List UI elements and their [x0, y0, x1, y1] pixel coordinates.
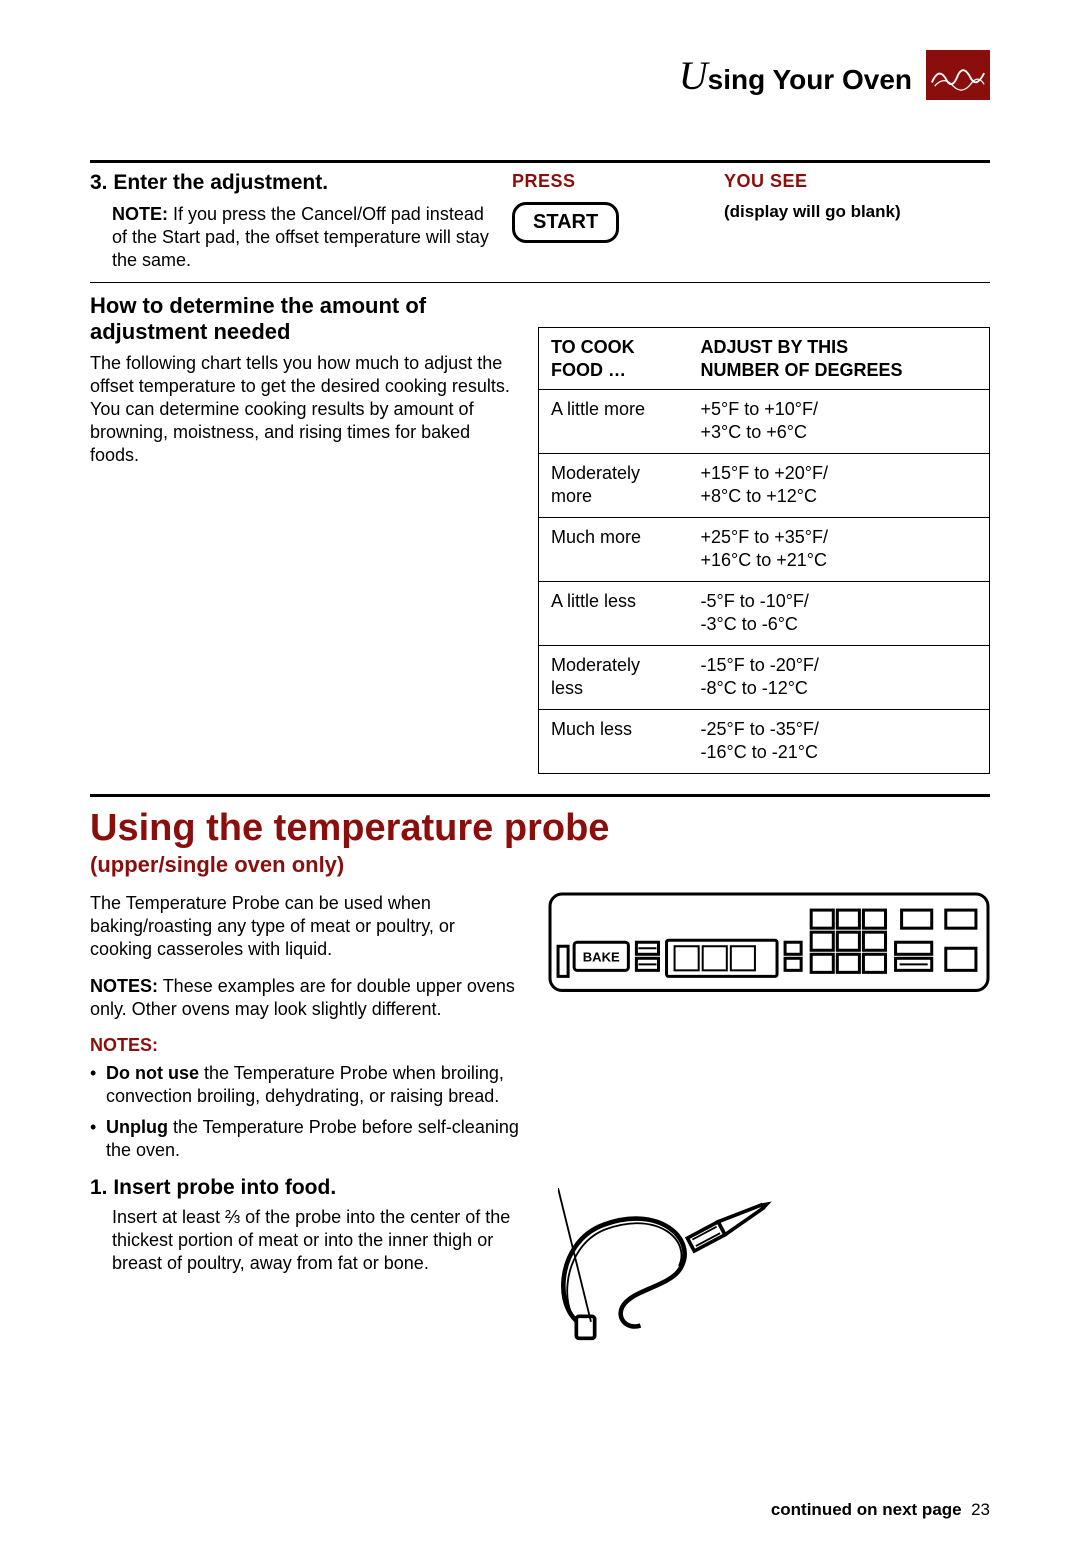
table-cell-adjust: -5°F to -10°F/-3°C to -6°C — [689, 582, 990, 646]
probe-bullets: Do not use the Temperature Probe when br… — [90, 1062, 520, 1162]
page-title-scriptletter: U — [679, 53, 708, 98]
probe-step1-heading: 1. Insert probe into food. — [90, 1176, 520, 1200]
table-row: Moderately less-15°F to -20°F/-8°C to -1… — [539, 646, 990, 710]
probe-bullet-1: Do not use the Temperature Probe when br… — [90, 1062, 520, 1108]
table-cell-food: A little less — [539, 582, 689, 646]
probe-heading: Using the temperature probe — [90, 807, 990, 850]
table-cell-food: A little more — [539, 390, 689, 454]
rule-mid1 — [90, 282, 990, 283]
section-enter-adjustment: 3. Enter the adjustment. NOTE: If you pr… — [90, 171, 990, 272]
page-title: Using Your Oven — [679, 52, 912, 99]
page-title-rest: sing Your Oven — [708, 64, 912, 95]
yousee-label: YOU SEE — [724, 171, 990, 192]
probe-paragraph2: NOTES: These examples are for double upp… — [90, 975, 520, 1021]
adjustment-table-head1: TO COOK FOOD … — [539, 328, 689, 390]
page-footer: continued on next page 23 — [771, 1500, 990, 1520]
panel-bars-icon — [636, 942, 658, 970]
table-cell-adjust: +15°F to +20°F/+8°C to +12°C — [689, 454, 990, 518]
probe-step1-body: Insert at least ⅔ of the probe into the … — [90, 1206, 520, 1275]
step3-note: NOTE: If you press the Cancel/Off pad in… — [90, 203, 490, 272]
table-cell-adjust: +25°F to +35°F/+16°C to +21°C — [689, 518, 990, 582]
footer-pagenum: 23 — [971, 1500, 990, 1519]
probe-subheading: (upper/single oven only) — [90, 852, 990, 878]
section-adjustment-chart: How to determine the amount of adjustmen… — [90, 293, 990, 774]
brand-logo — [926, 50, 990, 100]
table-cell-adjust: -15°F to -20°F/-8°C to -12°C — [689, 646, 990, 710]
table-row: Much less-25°F to -35°F/-16°C to -21°C — [539, 710, 990, 774]
probe-section: The Temperature Probe can be used when b… — [90, 892, 990, 1348]
step3-heading: 3. Enter the adjustment. — [90, 171, 490, 195]
footer-continued: continued on next page — [771, 1500, 962, 1519]
adjustment-table: TO COOK FOOD … ADJUST BY THIS NUMBER OF … — [538, 327, 990, 774]
table-row: Much more+25°F to +35°F/+16°C to +21°C — [539, 518, 990, 582]
adjustment-paragraph: The following chart tells you how much t… — [90, 352, 510, 467]
probe-notes-label: NOTES: — [90, 1035, 520, 1056]
table-cell-food: Moderately less — [539, 646, 689, 710]
rule-mid2 — [90, 794, 990, 797]
table-cell-food: Moderately more — [539, 454, 689, 518]
step3-note-bold: NOTE: — [112, 204, 168, 224]
panel-bake-label: BAKE — [583, 949, 620, 964]
rule-top — [90, 160, 990, 163]
table-cell-food: Much less — [539, 710, 689, 774]
table-row: Moderately more+15°F to +20°F/+8°C to +1… — [539, 454, 990, 518]
probe-paragraph1: The Temperature Probe can be used when b… — [90, 892, 520, 961]
table-row: A little less-5°F to -10°F/-3°C to -6°C — [539, 582, 990, 646]
table-cell-adjust: +5°F to +10°F/+3°C to +6°C — [689, 390, 990, 454]
probe-illustration — [558, 1188, 778, 1344]
adjustment-table-head2: ADJUST BY THIS NUMBER OF DEGREES — [689, 328, 990, 390]
start-button-text: START — [533, 211, 598, 234]
table-cell-food: Much more — [539, 518, 689, 582]
yousee-text: (display will go blank) — [724, 202, 990, 222]
probe-para2-bold: NOTES: — [90, 976, 158, 996]
oven-panel-illustration: BAKE — [548, 892, 990, 992]
adjustment-heading: How to determine the amount of adjustmen… — [90, 293, 510, 346]
probe-bullet-2: Unplug the Temperature Probe before self… — [90, 1116, 520, 1162]
start-button-illustration: START — [512, 202, 619, 243]
table-cell-adjust: -25°F to -35°F/-16°C to -21°C — [689, 710, 990, 774]
table-row: A little more+5°F to +10°F/+3°C to +6°C — [539, 390, 990, 454]
probe-step1: 1. Insert probe into food. Insert at lea… — [90, 1176, 520, 1275]
page-header: Using Your Oven — [90, 50, 990, 100]
step3-note-text: If you press the Cancel/Off pad instead … — [112, 204, 489, 270]
press-label: PRESS — [512, 171, 702, 192]
